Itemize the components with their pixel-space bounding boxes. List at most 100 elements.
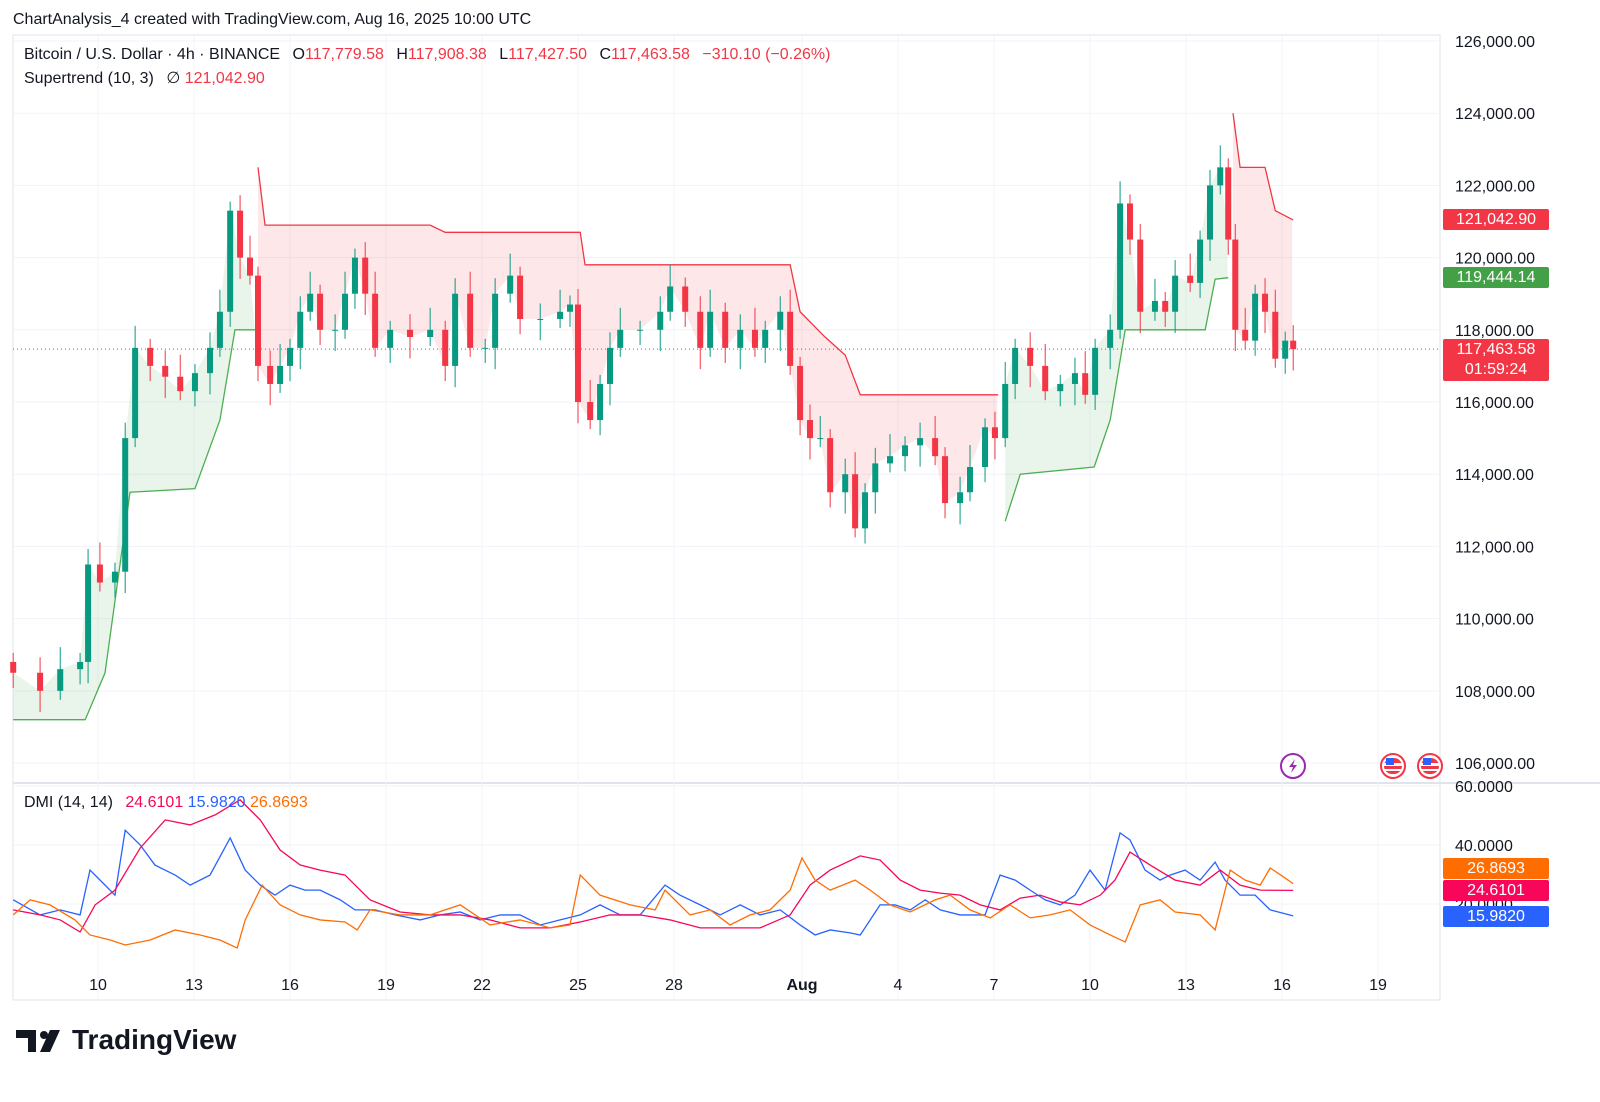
tradingview-logo[interactable]: TradingView [16, 1024, 236, 1056]
candle [237, 195, 244, 279]
candle-body [216, 311, 223, 348]
candle [267, 350, 274, 406]
candle-body [1187, 275, 1194, 283]
supertrend-legend[interactable]: Supertrend (10, 3) ∅ 121,042.90 [24, 68, 265, 88]
supertrend-up-fill [1005, 168, 1228, 522]
candle-body [797, 365, 804, 421]
candle-body [297, 311, 304, 348]
candle [942, 447, 949, 519]
candle-body [722, 311, 729, 348]
candle-body [751, 329, 758, 348]
candle [777, 296, 784, 352]
supertrend-fill [13, 113, 1293, 720]
lightning-event-icon[interactable] [1280, 753, 1306, 779]
candle-body [442, 329, 449, 366]
candle [191, 364, 198, 407]
candle-body [557, 311, 564, 319]
candle-body [982, 427, 989, 467]
candle-body [917, 438, 924, 446]
price-tick-label: 126,000.00 [1455, 34, 1535, 51]
candle [1187, 253, 1194, 292]
candle-body [1290, 340, 1297, 350]
candle [1057, 374, 1064, 407]
price-tick-label: 122,000.00 [1455, 178, 1535, 195]
time-axis[interactable]: 10 13 16 19 22 25 28 Aug 4 7 10 13 16 19 [89, 977, 1387, 994]
us-flag-event-icon[interactable] [1417, 753, 1443, 779]
price-axis[interactable]: 126,000.00 124,000.00 122,000.00 120,000.00… [1455, 34, 1535, 773]
candle-body [132, 347, 139, 439]
candle-body [452, 293, 459, 366]
change-value: −310.10 (−0.26%) [702, 46, 831, 63]
dmi-lines [12, 799, 1294, 949]
us-flag-event-icon[interactable] [1380, 753, 1406, 779]
supertrend-up-line [13, 329, 258, 721]
dmi-di-line [12, 828, 1294, 936]
time-tick-label: 10 [1081, 977, 1099, 994]
candle-body [177, 376, 184, 392]
candle [427, 307, 434, 347]
candle-body [637, 329, 644, 331]
dmi-label: DMI (14, 14) [24, 794, 113, 811]
candle [1172, 260, 1179, 334]
candle [762, 320, 769, 364]
candle [492, 278, 499, 370]
price-tick-label: 118,000.00 [1455, 323, 1534, 340]
candle-body [427, 329, 434, 338]
candle-body [667, 286, 674, 312]
candle-body [267, 365, 274, 384]
candle [517, 266, 524, 335]
candle [307, 271, 314, 321]
candle-body [902, 445, 909, 457]
dmi-adx-line [12, 856, 1294, 949]
candle [452, 278, 459, 388]
time-tick-label: 13 [1177, 977, 1195, 994]
price-tick-label: 106,000.00 [1455, 756, 1535, 773]
candle-body [1082, 373, 1089, 395]
candle [255, 266, 261, 382]
candle [111, 562, 118, 598]
candle-body [1042, 365, 1049, 392]
low-label: L [499, 46, 509, 63]
candle [1002, 361, 1009, 448]
candle-body [1137, 239, 1144, 312]
candle [442, 320, 449, 382]
candle [887, 434, 893, 473]
time-tick-label: 19 [377, 977, 395, 994]
candle-body [852, 474, 859, 529]
candle [607, 332, 613, 406]
candle [1207, 169, 1213, 261]
time-tick-label: 19 [1369, 977, 1387, 994]
candle [332, 314, 339, 352]
candle-body [277, 365, 284, 384]
candle-body [85, 564, 92, 662]
hidden-values-icon[interactable]: ∅ [166, 70, 181, 87]
candle-body [387, 329, 394, 348]
candle-body [351, 257, 358, 294]
candle-body [827, 438, 834, 493]
time-tick-label: 16 [1273, 977, 1291, 994]
candle [1107, 314, 1114, 370]
candle [807, 404, 813, 460]
candle [657, 296, 664, 352]
candle [1151, 278, 1158, 321]
candle-body [682, 286, 689, 312]
candle-body [1262, 293, 1269, 312]
candle [1082, 351, 1089, 404]
candle-body [957, 492, 964, 504]
candle [991, 411, 998, 460]
candle-body [287, 347, 293, 366]
candle-body [587, 402, 594, 421]
candle [707, 289, 714, 357]
candle-body [817, 438, 824, 440]
price-tick-label: 116,000.00 [1455, 395, 1534, 412]
candle [957, 476, 964, 525]
candle-body [862, 492, 869, 529]
price-tick-label: 124,000.00 [1455, 106, 1535, 123]
candle [387, 320, 394, 364]
candle [537, 303, 544, 341]
dmi-legend[interactable]: DMI (14, 14) 24.6101 15.9820 26.8693 [24, 794, 308, 812]
candle [982, 418, 989, 483]
candle [216, 289, 223, 357]
symbol-legend[interactable]: Bitcoin / U.S. Dollar · 4h · BINANCE O11… [24, 46, 830, 64]
